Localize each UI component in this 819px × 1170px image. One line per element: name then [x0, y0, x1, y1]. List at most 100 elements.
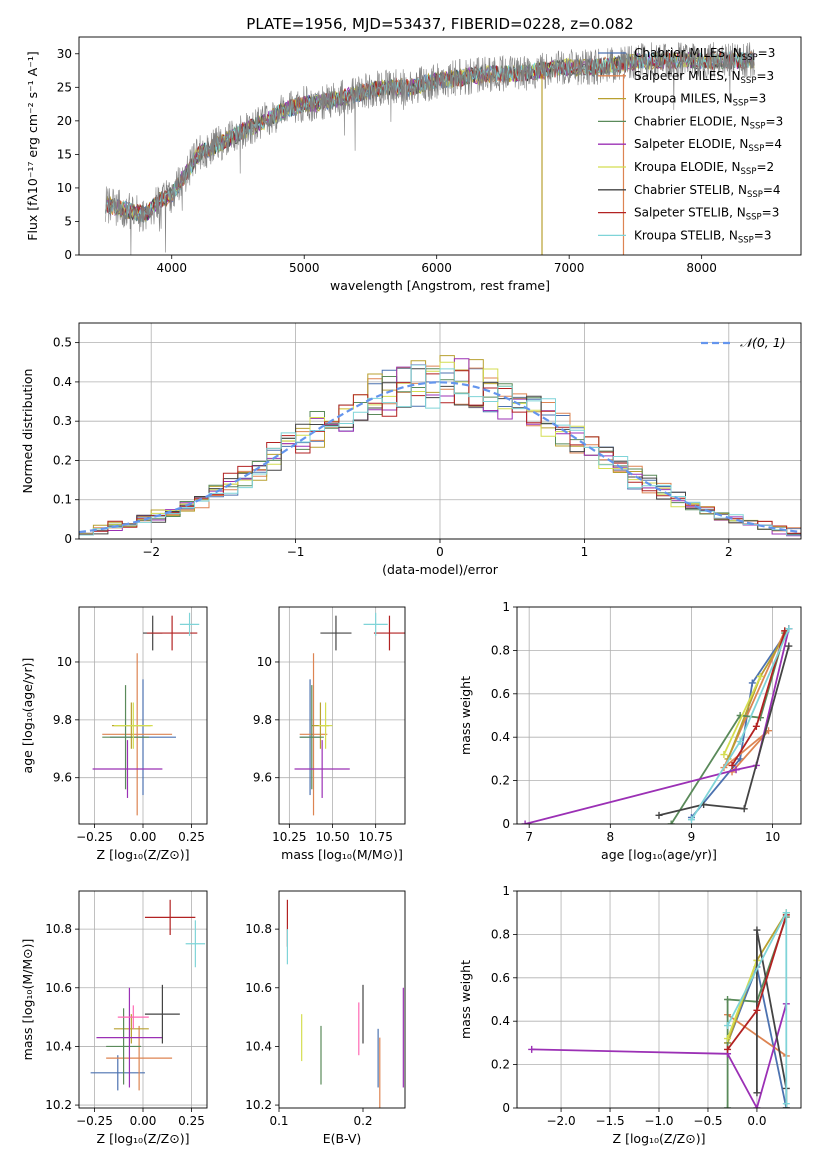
age_vs_Z-axes: −0.25 0.00 0.25 9.6 9.8 10 Z [log₁₀(Z/Z⊙)] age … [20, 607, 207, 862]
age_vs_Z-ytick-label: 9.8 [53, 713, 72, 727]
residuals-plot-area [79, 355, 801, 537]
mass_vs_Z-xlabel: Z [log₁₀(Z/Z⊙)] [97, 1131, 190, 1146]
figure-title: PLATE=1956, MJD=53437, FIBERID=0228, z=0… [246, 15, 633, 33]
weight_vs_age-ytick-label: 0.4 [491, 730, 510, 744]
weight_vs_age-line-0 [690, 628, 790, 819]
residuals-ytick-label: 0.1 [53, 493, 72, 507]
residuals-xtick-label: 1 [581, 545, 589, 559]
mass_vs_ebv-frame [278, 890, 406, 1109]
weight_vs_Z-ytick-label: 0.4 [491, 1014, 510, 1028]
age_vs_Z-xtick-label: 0.25 [178, 830, 205, 844]
weight_vs_Z-line-5 [726, 960, 758, 1039]
spectrum-ytick-label: 0 [64, 248, 72, 262]
weight_vs_age-marker-6 [740, 805, 748, 813]
spectrum-plot-area [105, 42, 755, 255]
residuals-legend: 𝒩(0, 1) [701, 335, 786, 350]
weight_vs_Z-xtick-label: −0.5 [693, 1114, 722, 1128]
mass_vs_Z-ytick-label: 10.8 [45, 922, 72, 936]
weight_vs_age-marker-4 [521, 820, 529, 824]
weight_vs_age-ytick-label: 0.8 [491, 643, 510, 657]
weight_vs_age-axes: 7 8 9 10 0 0.2 0.4 0.6 0.8 1 age [log₁₀(age/yr)] ma… [458, 600, 801, 862]
mass_vs_ebv-plot-area [286, 899, 404, 1108]
spectrum-xtick-label: 6000 [421, 261, 452, 275]
weight_vs_age-marker-8 [736, 738, 744, 746]
mass_vs_ebv-xlabel: E(B-V) [323, 1131, 362, 1146]
weight_vs_Z-ytick-label: 0.8 [491, 927, 510, 941]
mass_vs_Z-xtick-label: 0.25 [178, 1114, 205, 1128]
weight_vs_age-marker-3 [667, 820, 675, 824]
weight_vs_age-marker-8 [785, 625, 793, 633]
spectrum-ylabel: Flux [fλ10⁻¹⁷ erg cm⁻² s⁻¹ A⁻¹] [25, 51, 40, 240]
mass_vs_Z-xtick-label: 0.00 [130, 1114, 157, 1128]
weight_vs_Z-marker-7 [753, 1006, 761, 1014]
weight_vs_age-line-5 [723, 676, 762, 755]
weight_vs_Z-ytick-label: 0.2 [491, 1058, 510, 1072]
legend-label-4: Salpeter ELODIE, NSSP=4 [634, 137, 782, 154]
data-spectrum-line [105, 42, 755, 255]
normal-curve [79, 381, 801, 534]
weight_vs_age-marker-4 [732, 766, 740, 774]
weight_vs_Z-plot-area [528, 909, 790, 1108]
age_vs_Z-xtick-label: 0.00 [130, 830, 157, 844]
weight_vs_age-marker-8 [687, 816, 695, 824]
mass_vs_Z-xtick-label: −0.25 [76, 1114, 113, 1128]
weight_vs_Z-marker-6 [753, 926, 761, 934]
mass_vs_Z-ytick-label: 10.2 [45, 1098, 72, 1112]
mass_vs_ebv-ytick-label: 10.8 [245, 922, 272, 936]
weight_vs_Z-marker-4 [528, 1045, 536, 1053]
weight_vs_Z-marker-6 [753, 1089, 761, 1097]
weight_vs_age-marker-6 [785, 642, 793, 650]
residuals-axes: −2 −1 0 1 2 0 0.1 0.2 0.3 0.4 0.5 (data-model)/erro… [20, 323, 801, 577]
age_vs_mass-ytick-label: 9.6 [253, 771, 272, 785]
weight_vs_age-plot-area [521, 625, 793, 824]
mass_vs_Z-ylabel: mass [log₁₀(M/M⊙)] [20, 939, 35, 1061]
weight_vs_age-marker-5 [756, 672, 764, 680]
weight_vs_Z-xtick-label: −1.0 [644, 1114, 673, 1128]
residuals-ytick-label: 0.4 [53, 375, 72, 389]
weight_vs_age-marker-5 [720, 751, 728, 759]
age_vs_mass-ytick-label: 9.8 [253, 713, 272, 727]
residuals-xtick-label: −1 [287, 545, 305, 559]
spectrum-ytick-label: 20 [57, 114, 72, 128]
weight_vs_age-marker-0 [748, 679, 756, 687]
weight_vs_Z-ytick-label: 1 [502, 884, 510, 898]
weight_vs_Z-xtick-label: 0.0 [747, 1114, 766, 1128]
weight_vs_age-ytick-label: 0.2 [491, 774, 510, 788]
mass_vs_ebv-ytick-label: 10.4 [245, 1039, 272, 1053]
age_vs_Z-frame [78, 606, 208, 825]
weight_vs_age-marker-7 [728, 761, 736, 769]
weight_vs_age-frame [516, 606, 802, 825]
spectrum-legend: Chabrier MILES, NSSP=3 Salpeter MILES, NS… [598, 46, 783, 245]
legend-label-7: Salpeter STELIB, NSSP=3 [634, 206, 779, 223]
weight_vs_age-line-1 [723, 630, 786, 773]
weight_vs_Z-marker-8 [782, 1100, 790, 1108]
residuals-xlabel: (data-model)/error [382, 562, 499, 577]
mass_vs_ebv-ytick-label: 10.2 [245, 1098, 272, 1112]
residuals-ytick-label: 0.3 [53, 414, 72, 428]
weight_vs_Z-marker-3 [724, 1104, 732, 1108]
mass_vs_ebv-xtick-label: 0.2 [353, 1114, 372, 1128]
mass_vs_Z-axes: −0.25 0.00 0.25 10.2 10.4 10.6 10.8 Z [log₁₀(Z/… [20, 891, 207, 1146]
spectrum-ytick-label: 25 [57, 80, 72, 94]
weight_vs_age-xtick-label: 8 [606, 830, 614, 844]
age_vs_Z-xlabel: Z [log₁₀(Z/Z⊙)] [97, 847, 190, 862]
spectrum-xtick-label: 5000 [289, 261, 320, 275]
spectrum-ytick-label: 10 [57, 181, 72, 195]
mass_vs_ebv-ytick-label: 10.6 [245, 981, 272, 995]
residuals-xtick-label: 2 [725, 545, 733, 559]
residuals-ytick-label: 0.5 [53, 336, 72, 350]
weight_vs_age-marker-7 [752, 722, 760, 730]
age_vs_mass-xlabel: mass [log₁₀(M/M⊙)] [281, 847, 403, 862]
mass_vs_ebv-axes: 0.1 0.2 10.2 10.4 10.6 10.8 E(B-V) [245, 899, 404, 1146]
weight_vs_age-marker-6 [655, 811, 663, 819]
age_vs_Z-plot-area [92, 612, 200, 816]
legend-label-normal: 𝒩(0, 1) [740, 335, 786, 350]
weight_vs_Z-marker-4 [753, 1104, 761, 1108]
weight_vs_age-xtick-label: 9 [688, 830, 696, 844]
spectrum-xtick-label: 8000 [686, 261, 717, 275]
weight_vs_age-line-6 [658, 645, 790, 817]
spectrum-xtick-label: 4000 [156, 261, 187, 275]
spectrum-axes: 4000 5000 6000 7000 8000 0 5 10 15 20 25 30 waveleng… [25, 42, 755, 293]
legend-label-6: Chabrier STELIB, NSSP=4 [634, 183, 781, 200]
